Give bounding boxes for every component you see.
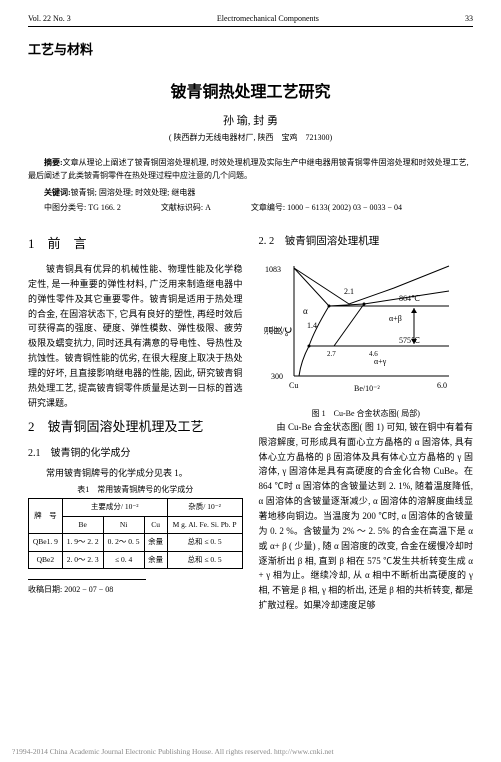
header-right: 33 (465, 14, 473, 23)
heading-2-1: 2.1 铍青铜的化学成分 (28, 446, 243, 463)
paper-title: 铍青铜热处理工艺研究 (28, 78, 473, 102)
doc-code: 文献标识码: A (145, 202, 211, 213)
keywords-label: 关键词: (44, 188, 71, 197)
article-id: 文章编号: 1000 − 6133( 2002) 03 − 0033 − 04 (235, 202, 402, 213)
svg-text:α+β: α+β (389, 314, 402, 323)
affiliation: ( 陕西群力无线电器材厂, 陕西 宝鸡 721300) (28, 132, 473, 143)
keywords: 关键词:铍青铜; 固溶处理; 时效处理; 继电器 (28, 187, 473, 198)
classification-line: 中图分类号: TG 166. 2 文献标识码: A 文章编号: 1000 − 6… (28, 202, 473, 213)
svg-text:2.1: 2.1 (344, 287, 354, 296)
section-heading: 工艺与材料 (28, 39, 473, 58)
table-head: Cu (144, 516, 167, 533)
svg-text:1.4: 1.4 (307, 321, 317, 330)
paragraph: 铍青铜具有优异的机械性能、物理性能及化学稳定性, 是一种重要的弹性材料, 广泛用… (28, 262, 243, 410)
table-caption: 表1 常用铍青铜牌号的化学成分 (28, 483, 243, 496)
svg-text:2.7: 2.7 (327, 350, 336, 358)
received-date: 收稿日期: 2002 − 07 − 08 (28, 579, 146, 596)
table-head: 主要成分/ 10⁻² (62, 499, 167, 516)
footer-watermark: ?1994-2014 China Academic Journal Electr… (0, 747, 501, 756)
table-head: 杂质/ 10⁻² (167, 499, 242, 516)
phase-diagram-svg: 1083 300 Cu 6.0 温度/℃ 1.4 2.1 864℃ α+β (259, 256, 459, 396)
class-number: 中图分类号: TG 166. 2 (28, 202, 121, 213)
svg-text:6.0: 6.0 (437, 381, 447, 390)
header-left: Vol. 22 No. 3 (28, 14, 71, 23)
svg-text:Cu: Cu (289, 381, 298, 390)
running-header: Vol. 22 No. 3 Electromechanical Componen… (28, 14, 473, 27)
abstract-text: 文章从理论上阐述了铍青铜固溶处理机理, 时效处理机理及实际生产中继电器用铍青铜零… (28, 158, 469, 180)
phase-diagram-figure: 1083 300 Cu 6.0 温度/℃ 1.4 2.1 864℃ α+β (259, 256, 474, 401)
paragraph: 由 Cu-Be 合金状态图( 图 1) 可知, 铍在铜中有着有限溶解度, 可形成… (259, 420, 474, 613)
abstract-label: 摘要: (44, 158, 63, 167)
svg-text:α+γ: α+γ (374, 357, 387, 366)
svg-text:4.6: 4.6 (369, 350, 378, 358)
heading-2-2: 2. 2 铍青铜固溶处理机理 (259, 233, 474, 250)
header-center: Electromechanical Components (217, 14, 319, 23)
svg-text:1083: 1083 (265, 265, 281, 274)
svg-text:α: α (303, 306, 308, 316)
svg-text:575℃: 575℃ (399, 336, 420, 345)
figure-caption: 图 1 Cu-Be 合金状态图( 局部) (259, 407, 474, 420)
paragraph: 常用铍青铜牌号的化学成分见表 1。 (28, 466, 243, 481)
svg-text:864℃: 864℃ (399, 294, 420, 303)
svg-text:Be/10⁻²: Be/10⁻² (354, 384, 380, 393)
heading-1: 1 前 言 (28, 233, 243, 254)
table-row: QBe2 2. 0～ 2. 3 ≤ 0. 4 余量 总和 ≤ 0. 5 (29, 551, 243, 568)
right-column: 2. 2 铍青铜固溶处理机理 1083 300 Cu 6.0 温度/℃ (259, 227, 474, 613)
table-head: Ni (103, 516, 144, 533)
table-head: Be (62, 516, 103, 533)
svg-text:温度/℃: 温度/℃ (263, 326, 294, 337)
svg-text:300: 300 (271, 372, 283, 381)
table-head: 牌 号 (29, 499, 63, 534)
composition-table: 牌 号 主要成分/ 10⁻² 杂质/ 10⁻² Be Ni Cu M g. Al… (28, 498, 243, 569)
heading-2: 2 铍青铜固溶处理机理及工艺 (28, 416, 243, 437)
authors: 孙 瑜, 封 勇 (28, 112, 473, 128)
keywords-text: 铍青铜; 固溶处理; 时效处理; 继电器 (71, 188, 196, 197)
abstract: 摘要:文章从理论上阐述了铍青铜固溶处理机理, 时效处理机理及实际生产中继电器用铍… (28, 157, 473, 183)
table-head: M g. Al. Fe. Si. Pb. P (167, 516, 242, 533)
left-column: 1 前 言 铍青铜具有优异的机械性能、物理性能及化学稳定性, 是一种重要的弹性材… (28, 227, 243, 613)
table-row: QBe1. 9 1. 9～ 2. 2 0. 2～ 0. 5 余量 总和 ≤ 0.… (29, 534, 243, 551)
